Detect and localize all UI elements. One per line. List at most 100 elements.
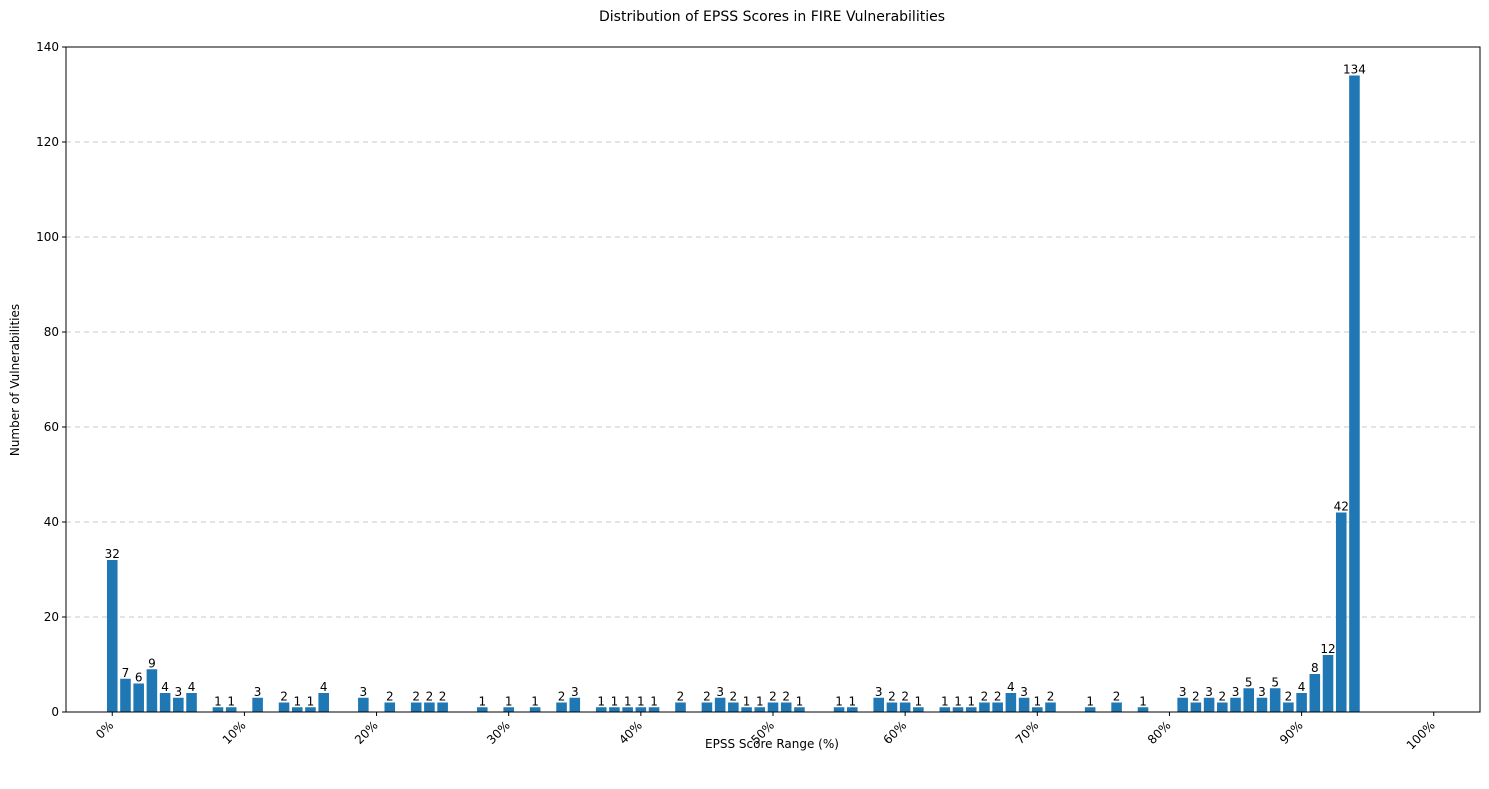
x-tick-label: 100% (1404, 718, 1438, 752)
y-tick-label: 140 (36, 40, 59, 54)
bar-value-label: 2 (703, 690, 711, 704)
y-tick-label: 60 (44, 420, 59, 434)
bar-value-label: 3 (1179, 685, 1187, 699)
bar (1349, 75, 1360, 712)
bar (186, 693, 197, 712)
bar-value-label: 2 (730, 690, 738, 704)
bar-value-label: 3 (1020, 685, 1028, 699)
bar-value-label: 1 (1086, 694, 1094, 708)
bar-value-label: 3 (254, 685, 262, 699)
bar (106, 560, 118, 712)
bar-value-label: 3 (175, 685, 183, 699)
bar-value-label: 2 (1285, 690, 1293, 704)
x-tick-label: 30% (484, 718, 513, 747)
x-tick-label: 90% (1277, 718, 1306, 747)
x-tick-label: 10% (220, 718, 249, 747)
bar (133, 683, 144, 712)
bar (1256, 697, 1268, 712)
bar (1018, 697, 1030, 712)
bar (1045, 702, 1056, 712)
bar-value-label: 2 (439, 690, 447, 704)
bar (939, 707, 951, 712)
bar-value-label: 1 (743, 694, 751, 708)
bar-value-label: 1 (1139, 694, 1147, 708)
bar-value-label: 3 (360, 685, 368, 699)
x-tick-label: 0% (93, 718, 116, 741)
bar-value-label: 2 (888, 690, 896, 704)
bar-value-label: 2 (677, 690, 685, 704)
bar-value-label: 2 (1192, 690, 1200, 704)
bar-value-label: 1 (293, 694, 301, 708)
bar (556, 702, 567, 712)
bar (635, 707, 647, 712)
bar (1296, 693, 1307, 712)
bar (1137, 707, 1149, 712)
bar-value-label: 1 (505, 694, 513, 708)
bar (1203, 697, 1215, 712)
bar-value-label: 1 (915, 694, 923, 708)
bar (609, 707, 620, 712)
bar (159, 693, 171, 712)
bar-value-label: 2 (981, 690, 989, 704)
bar (384, 702, 396, 712)
bar (424, 702, 435, 712)
bar-value-label: 1 (650, 694, 658, 708)
bar (1243, 688, 1255, 712)
bar (1217, 702, 1228, 712)
bar-value-label: 1 (531, 694, 539, 708)
bar (305, 707, 316, 712)
bar-value-label: 2 (994, 690, 1002, 704)
bar (1084, 707, 1096, 712)
x-tick-label: 70% (1013, 718, 1042, 747)
bar-value-label: 5 (1245, 675, 1253, 689)
bar-value-label: 2 (901, 690, 909, 704)
bar (1309, 674, 1321, 712)
bar (1283, 702, 1294, 712)
bar-value-label: 4 (188, 680, 196, 694)
y-tick-label: 100 (36, 230, 59, 244)
bar (965, 707, 977, 712)
bar-value-label: 12 (1320, 642, 1335, 656)
bar (146, 669, 158, 712)
bar-value-label: 1 (227, 694, 235, 708)
bar-value-label: 2 (1218, 690, 1226, 704)
bar-value-label: 4 (1007, 680, 1015, 694)
bar (1111, 702, 1122, 712)
bar-value-label: 2 (386, 690, 394, 704)
bar (992, 702, 1003, 712)
bar-value-label: 3 (716, 685, 724, 699)
bar-value-label: 32 (105, 547, 120, 561)
x-tick-label: 60% (881, 718, 910, 747)
bar (741, 707, 752, 712)
bar-value-label: 2 (1113, 690, 1121, 704)
bar (913, 707, 924, 712)
bar-value-label: 1 (611, 694, 619, 708)
plot-frame (65, 46, 1481, 713)
bar-value-label: 1 (624, 694, 632, 708)
bar (595, 707, 607, 712)
bar-value-label: 2 (426, 690, 434, 704)
bar-value-label: 3 (1205, 685, 1213, 699)
bar-value-label: 3 (875, 685, 883, 699)
bar (1335, 512, 1347, 712)
x-tick-label: 40% (616, 718, 645, 747)
bar-value-label: 2 (412, 690, 420, 704)
bar-value-label: 134 (1343, 63, 1366, 77)
bar (437, 702, 448, 712)
bars (106, 75, 1360, 712)
bar (1032, 707, 1043, 712)
y-tick-label: 120 (36, 135, 59, 149)
bar (622, 707, 633, 712)
bar-value-label: 2 (782, 690, 790, 704)
bar (728, 702, 739, 712)
bar-value-label: 42 (1334, 500, 1349, 514)
bar (899, 702, 911, 712)
bar-value-label: 5 (1271, 675, 1279, 689)
bar-value-label: 4 (161, 680, 169, 694)
bar (754, 707, 766, 712)
y-tick-label: 0 (51, 705, 59, 719)
bar-value-label: 6 (135, 671, 143, 685)
bar (1230, 697, 1241, 712)
bar (886, 702, 898, 712)
